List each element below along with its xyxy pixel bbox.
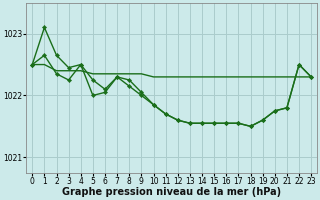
- X-axis label: Graphe pression niveau de la mer (hPa): Graphe pression niveau de la mer (hPa): [62, 187, 281, 197]
